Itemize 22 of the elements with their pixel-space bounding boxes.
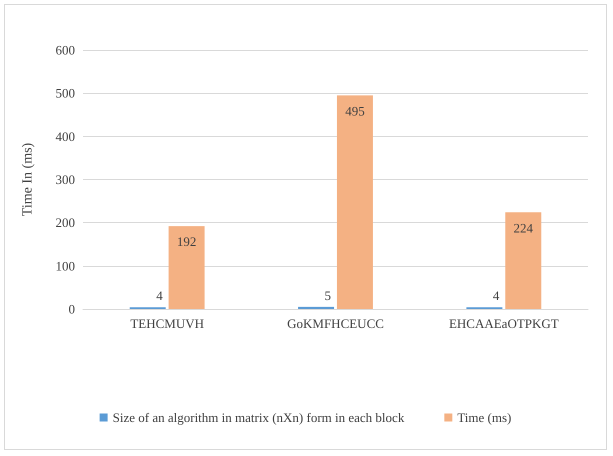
y-tick-label: 100 [56, 258, 75, 274]
bar [505, 212, 542, 309]
bar [336, 95, 373, 309]
x-tick-label: TEHCMUVH [130, 316, 204, 331]
y-axis-title: Time In (ms) [20, 142, 36, 216]
y-tick-label: 200 [56, 215, 75, 230]
y-tick-label: 600 [56, 42, 75, 58]
y-tick-label: 300 [56, 172, 75, 187]
x-tick-label: GoKMFHCEUCC [287, 316, 384, 331]
y-tick-label: 500 [56, 86, 75, 101]
data-label: 5 [324, 288, 332, 303]
data-label: 224 [514, 220, 534, 236]
bar [168, 226, 205, 309]
legend-label: Size of an algorithm in matrix (nXn) form in each block [112, 410, 405, 425]
y-tick-label: 400 [56, 128, 75, 144]
data-label: 192 [176, 234, 196, 250]
legend-label: Time (ms) [457, 410, 512, 425]
data-label: 4 [492, 288, 500, 303]
x-tick-label: EHCAAEaOTPKGT [448, 316, 559, 331]
y-tick-label: 0 [68, 302, 75, 316]
data-label: 4 [156, 288, 164, 303]
data-label: 495 [345, 103, 365, 118]
